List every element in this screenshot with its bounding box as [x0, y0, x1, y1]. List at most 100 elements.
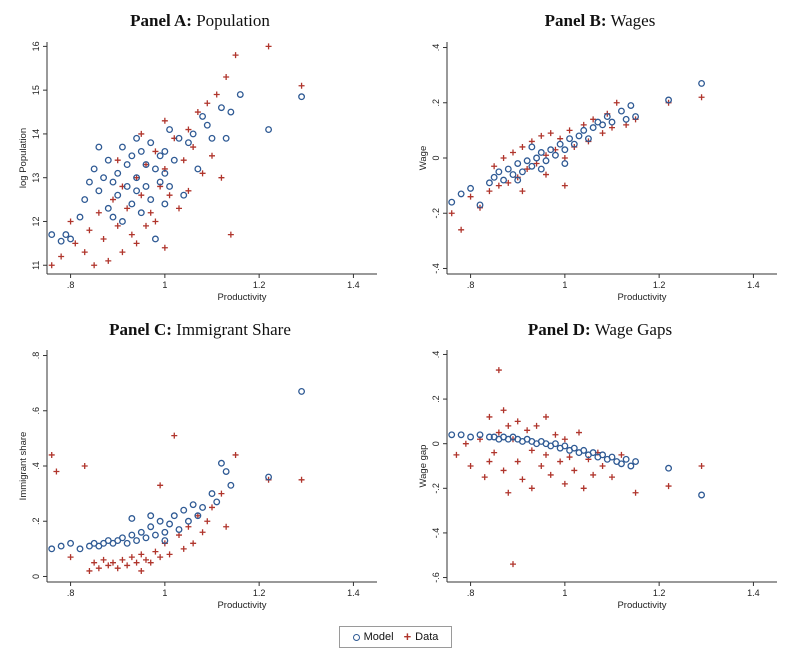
- model-point: [551, 151, 559, 159]
- x-tick-label: 1: [162, 280, 167, 290]
- data-point: [580, 121, 587, 128]
- panel-title: Panel D: Wage Gaps: [528, 320, 672, 339]
- model-point: [509, 171, 517, 179]
- data-point: [199, 529, 206, 536]
- model-point: [227, 481, 235, 489]
- model-point: [217, 459, 225, 467]
- model-point: [627, 102, 635, 109]
- data-point: [533, 422, 540, 429]
- model-point: [551, 440, 559, 448]
- data-point: [190, 144, 197, 151]
- model-point: [137, 528, 145, 536]
- model-point: [627, 462, 635, 470]
- y-tick-label: .2: [431, 395, 441, 403]
- legend-model-label: Model: [363, 631, 394, 643]
- data-point: [100, 556, 107, 563]
- model-point: [128, 152, 136, 160]
- model-point: [575, 132, 583, 140]
- model-point: [189, 130, 197, 138]
- data-point: [72, 240, 79, 247]
- data-point: [528, 138, 535, 145]
- data-point: [462, 440, 469, 447]
- data-point: [86, 227, 93, 234]
- model-point: [161, 169, 169, 177]
- data-point: [514, 418, 521, 425]
- y-axis-label: log Population: [18, 128, 29, 188]
- data-point: [114, 157, 121, 164]
- data-point: [265, 43, 272, 50]
- data-point: [500, 467, 507, 474]
- x-axis-label: Productivity: [617, 600, 666, 611]
- x-axis-label: Productivity: [217, 292, 266, 303]
- data-point: [86, 567, 93, 574]
- legend: Model + Data: [339, 626, 452, 648]
- model-point: [166, 126, 174, 133]
- x-tick-label: 1.2: [253, 588, 266, 598]
- model-point: [570, 444, 578, 452]
- data-point: [538, 463, 545, 469]
- model-point: [528, 143, 536, 151]
- data-point: [580, 485, 587, 492]
- model-point: [236, 91, 244, 98]
- y-tick-label: -.2: [431, 208, 441, 219]
- model-point: [189, 501, 197, 509]
- data-point: [91, 262, 98, 269]
- y-tick-label: 14: [31, 129, 41, 139]
- data-point: [176, 205, 182, 212]
- model-point: [457, 431, 465, 439]
- data-point: [599, 130, 606, 137]
- panel-title-bold: Panel B:: [545, 11, 607, 30]
- model-point: [580, 126, 588, 134]
- model-point: [556, 140, 564, 148]
- data-point: [298, 82, 305, 89]
- data-point: [124, 205, 131, 212]
- panel-title-rest: Wage Gaps: [591, 320, 672, 339]
- model-point: [151, 165, 159, 173]
- model-point: [67, 235, 75, 243]
- data-point: [561, 182, 568, 189]
- data-point: [505, 489, 512, 496]
- model-point: [137, 209, 145, 217]
- data-point: [590, 471, 597, 478]
- y-axis-label: Wage: [418, 146, 429, 170]
- data-point: [467, 193, 474, 200]
- x-tick-label: .8: [467, 280, 475, 290]
- model-point: [76, 545, 84, 553]
- panel-title: Panel B: Wages: [545, 11, 656, 30]
- model-point: [147, 512, 155, 520]
- panel-title: Panel A: Population: [130, 11, 270, 30]
- legend-data-label: Data: [415, 631, 439, 643]
- model-point: [490, 173, 498, 181]
- data-point: [495, 429, 502, 436]
- model-point: [698, 491, 706, 499]
- data-point: [665, 483, 672, 490]
- model-point: [603, 113, 611, 121]
- data-point: [486, 188, 493, 195]
- data-point: [514, 458, 521, 465]
- data-point: [561, 155, 568, 161]
- model-point: [175, 526, 183, 533]
- model-point: [589, 449, 597, 457]
- model-point: [608, 118, 616, 126]
- model-point: [265, 126, 273, 133]
- data-point: [194, 512, 201, 519]
- y-tick-label: .8: [31, 352, 41, 360]
- model-point: [118, 218, 126, 225]
- model-point: [114, 169, 122, 177]
- model-point: [114, 191, 122, 199]
- model-point: [62, 231, 70, 239]
- data-point: [557, 135, 564, 142]
- data-point: [133, 240, 140, 247]
- model-point: [166, 520, 174, 528]
- data-point: [495, 182, 502, 189]
- model-point: [222, 134, 230, 142]
- model-point: [199, 112, 207, 120]
- y-tick-label: .4: [31, 462, 41, 470]
- y-axis-label: Wage gap: [418, 445, 429, 488]
- panel-1: Panel A: Population .8 1 1.2 1.4 11 12 13 14 15 16…: [18, 11, 377, 303]
- model-point: [128, 515, 136, 522]
- model-point: [566, 135, 574, 143]
- data-point: [124, 562, 131, 569]
- data-point: [105, 562, 112, 569]
- model-point: [137, 147, 145, 155]
